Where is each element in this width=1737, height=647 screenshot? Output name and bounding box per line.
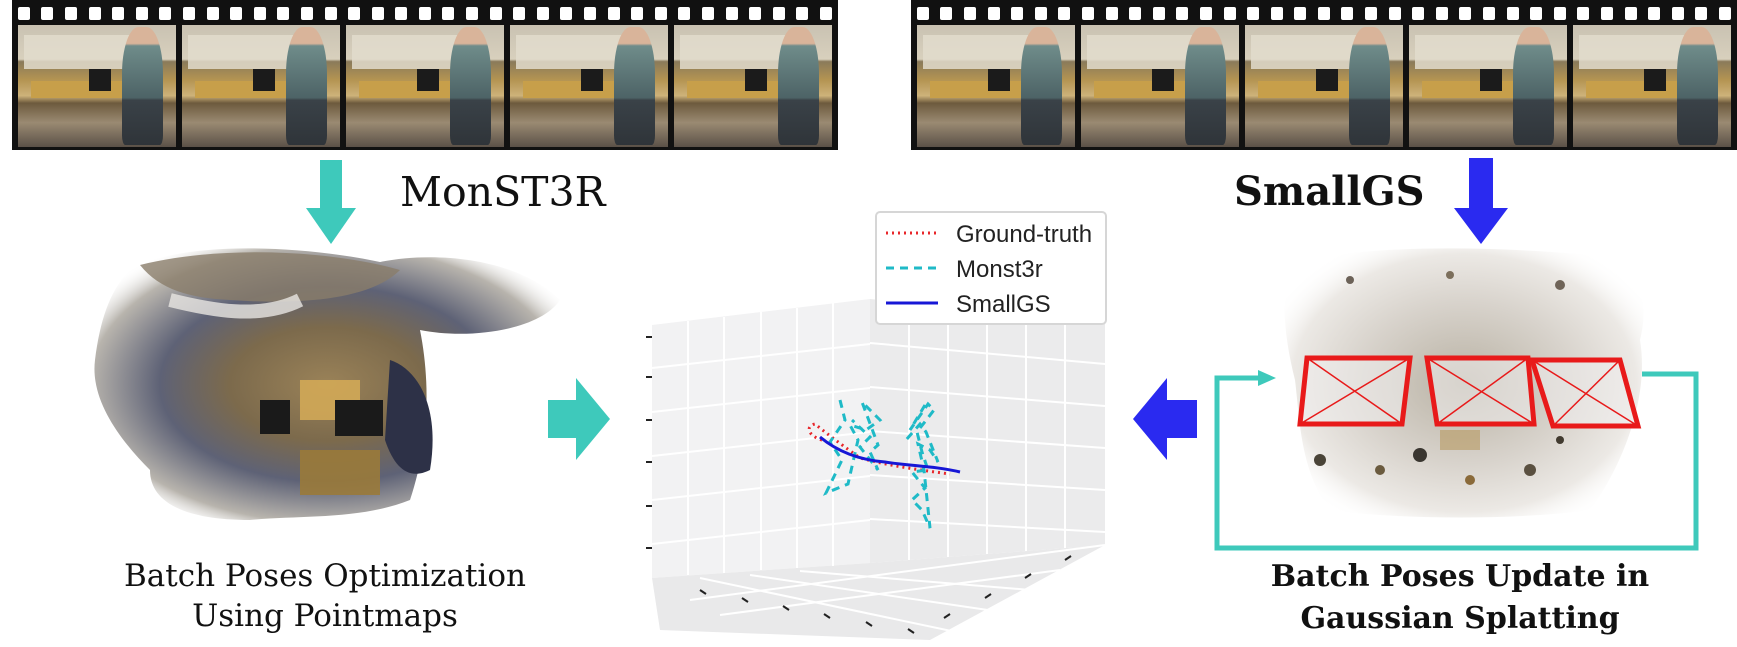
blue-left-arrow-icon	[1133, 378, 1197, 460]
left-video-filmstrip	[12, 0, 838, 150]
camera-frustum-1	[1297, 355, 1413, 427]
legend-ground-truth-label: Ground-truth	[956, 221, 1092, 248]
video-frame	[917, 25, 1075, 147]
left-caption-line1: Batch Poses Optimization	[124, 558, 526, 594]
camera-frustum-2	[1424, 355, 1537, 427]
right-caption-line1: Batch Poses Update in	[1270, 559, 1650, 594]
plot-legend: Ground-truth Monst3r SmallGS	[875, 211, 1107, 325]
monst3r-pointcloud-reconstruction	[94, 248, 560, 521]
camera-frustum-3	[1528, 357, 1642, 429]
monst3r-trajectory	[822, 399, 940, 529]
video-frame	[1409, 25, 1567, 147]
legend-smallgs-label: SmallGS	[956, 291, 1051, 318]
video-frame	[510, 25, 668, 147]
right-video-filmstrip	[911, 0, 1737, 150]
video-frame	[1245, 25, 1403, 147]
right-caption-line2: Gaussian Splatting	[1300, 601, 1620, 636]
film-perforations-top	[911, 2, 1737, 24]
legend-monst3r-label: Monst3r	[956, 256, 1043, 283]
monst3r-method-label: MonST3R	[400, 168, 606, 216]
left-caption: Batch Poses Optimization Using Pointmaps	[110, 556, 540, 636]
trajectory-3d-plot: Ground-truth Monst3r SmallGS	[646, 211, 1107, 640]
smallgs-method-label: SmallGS	[1234, 168, 1425, 215]
feedback-loop-arrow-icon	[1214, 370, 1699, 551]
left-caption-line2: Using Pointmaps	[192, 598, 458, 634]
blue-down-arrow-icon	[1454, 158, 1508, 244]
video-frame	[674, 25, 832, 147]
film-perforations-top	[12, 2, 838, 24]
right-caption: Batch Poses Update in Gaussian Splatting	[1270, 556, 1650, 640]
video-frame	[1573, 25, 1731, 147]
video-frame	[346, 25, 504, 147]
video-frame	[182, 25, 340, 147]
video-frame	[18, 25, 176, 147]
smallgs-trajectory	[819, 435, 961, 474]
teal-right-arrow-icon	[548, 378, 610, 460]
teal-down-arrow-icon	[306, 160, 356, 244]
ground-truth-trajectory	[807, 422, 951, 476]
video-frame	[1081, 25, 1239, 147]
